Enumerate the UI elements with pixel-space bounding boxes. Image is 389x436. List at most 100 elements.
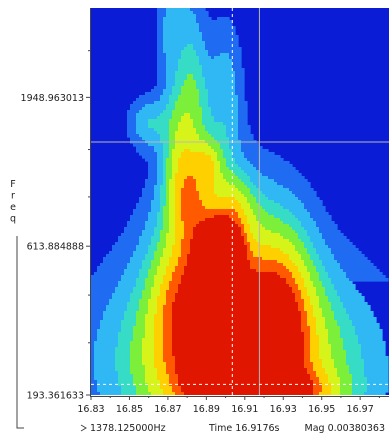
y-axis-label-letter: q bbox=[10, 214, 16, 225]
heatmap-cell bbox=[295, 194, 317, 198]
heatmap-cell bbox=[316, 326, 326, 330]
heatmap-cell bbox=[184, 272, 278, 276]
heatmap-cell bbox=[262, 173, 302, 177]
heatmap-cell bbox=[298, 233, 308, 237]
heatmap-cell bbox=[331, 347, 344, 351]
heatmap-cell bbox=[163, 254, 173, 258]
heatmap-cell bbox=[166, 167, 173, 171]
heatmap-cell bbox=[199, 56, 212, 60]
heatmap-cell bbox=[163, 350, 173, 354]
heatmap-cell bbox=[319, 272, 329, 276]
heatmap-cell bbox=[319, 344, 332, 348]
heatmap-cell bbox=[190, 8, 206, 12]
heatmap-area[interactable] bbox=[91, 8, 389, 396]
heatmap-cell bbox=[166, 362, 176, 366]
heatmap-cell bbox=[175, 392, 185, 395]
heatmap-cell bbox=[289, 209, 308, 213]
heatmap-cell bbox=[172, 320, 302, 324]
heatmap-cell bbox=[115, 347, 131, 351]
heatmap-cell bbox=[91, 305, 107, 309]
heatmap-cell bbox=[331, 302, 344, 306]
heatmap-cell bbox=[181, 254, 188, 258]
heatmap-cell bbox=[304, 347, 311, 351]
heatmap-cell bbox=[181, 275, 281, 279]
heatmap-cell bbox=[214, 176, 224, 180]
heatmap-cell bbox=[154, 191, 161, 195]
heatmap-cell bbox=[328, 374, 338, 378]
heatmap-cell bbox=[160, 260, 170, 264]
heatmap-cell bbox=[169, 119, 182, 123]
heatmap-cell bbox=[244, 224, 251, 228]
heatmap-cell bbox=[91, 341, 95, 345]
heatmap-cell bbox=[193, 233, 242, 237]
heatmap-cell bbox=[169, 146, 176, 150]
heatmap-cell bbox=[340, 332, 356, 336]
heatmap-cell bbox=[193, 77, 206, 81]
heatmap-cell bbox=[346, 359, 365, 363]
y-axis-label-letter: F bbox=[10, 179, 15, 190]
heatmap-cell bbox=[343, 305, 371, 309]
heatmap-cell bbox=[364, 371, 389, 375]
heatmap-cell bbox=[172, 248, 182, 252]
heatmap-cell bbox=[301, 221, 317, 225]
heatmap-cell bbox=[214, 56, 230, 60]
heatmap-cell bbox=[157, 50, 164, 54]
heatmap-cell bbox=[304, 308, 314, 312]
heatmap-cell bbox=[184, 233, 194, 237]
heatmap-cell bbox=[253, 212, 269, 216]
heatmap-cell bbox=[346, 272, 383, 276]
heatmap-cell bbox=[136, 311, 149, 315]
heatmap-cell bbox=[205, 125, 227, 129]
heatmap-cell bbox=[91, 371, 95, 375]
heatmap-cell bbox=[232, 62, 242, 66]
heatmap-cell bbox=[175, 269, 185, 273]
heatmap-cell bbox=[301, 311, 308, 315]
heatmap-cell bbox=[145, 182, 158, 186]
heatmap-cell bbox=[169, 218, 176, 222]
heatmap-cell bbox=[325, 266, 341, 270]
heatmap-cell bbox=[313, 308, 323, 312]
heatmap-cell bbox=[157, 299, 167, 303]
heatmap-cell bbox=[169, 224, 176, 228]
heatmap-cell bbox=[103, 260, 131, 264]
heatmap-cell bbox=[193, 125, 206, 129]
heatmap-cell bbox=[322, 386, 332, 390]
heatmap-cell bbox=[283, 221, 302, 225]
heatmap-cell bbox=[184, 149, 191, 153]
heatmap-cell bbox=[175, 101, 200, 105]
heatmap-cell bbox=[136, 113, 161, 117]
heatmap-cell bbox=[238, 224, 245, 228]
heatmap-cell bbox=[334, 359, 347, 363]
heatmap-cell bbox=[91, 326, 101, 330]
heatmap-cell bbox=[118, 281, 137, 285]
heatmap-cell bbox=[94, 371, 119, 375]
heatmap-cell bbox=[199, 29, 236, 33]
heatmap-cell bbox=[235, 197, 248, 201]
heatmap-cell bbox=[346, 311, 374, 315]
heatmap-cell bbox=[319, 275, 329, 279]
heatmap-cell bbox=[160, 236, 167, 240]
heatmap-cell bbox=[160, 113, 173, 117]
heatmap-cell bbox=[124, 314, 137, 318]
heatmap-cell bbox=[244, 212, 254, 216]
heatmap-cell bbox=[91, 284, 119, 288]
heatmap-cell bbox=[283, 263, 296, 267]
heatmap-cell bbox=[136, 386, 149, 390]
heatmap-cell bbox=[145, 326, 155, 330]
heatmap-cell bbox=[184, 113, 191, 117]
heatmap-cell bbox=[304, 341, 311, 345]
heatmap-cell bbox=[163, 158, 167, 162]
heatmap-cell bbox=[307, 293, 317, 297]
heatmap-cell bbox=[307, 209, 326, 213]
heatmap-cell bbox=[217, 152, 224, 156]
heatmap-cell bbox=[169, 206, 176, 210]
heatmap-cell bbox=[325, 239, 350, 243]
heatmap-cell bbox=[178, 98, 200, 102]
heatmap-cell bbox=[304, 260, 314, 264]
heatmap-cell bbox=[349, 371, 365, 375]
heatmap-cell bbox=[310, 338, 320, 342]
heatmap-cell bbox=[205, 128, 227, 132]
heatmap-cell bbox=[256, 269, 290, 273]
heatmap-cell bbox=[100, 263, 128, 267]
